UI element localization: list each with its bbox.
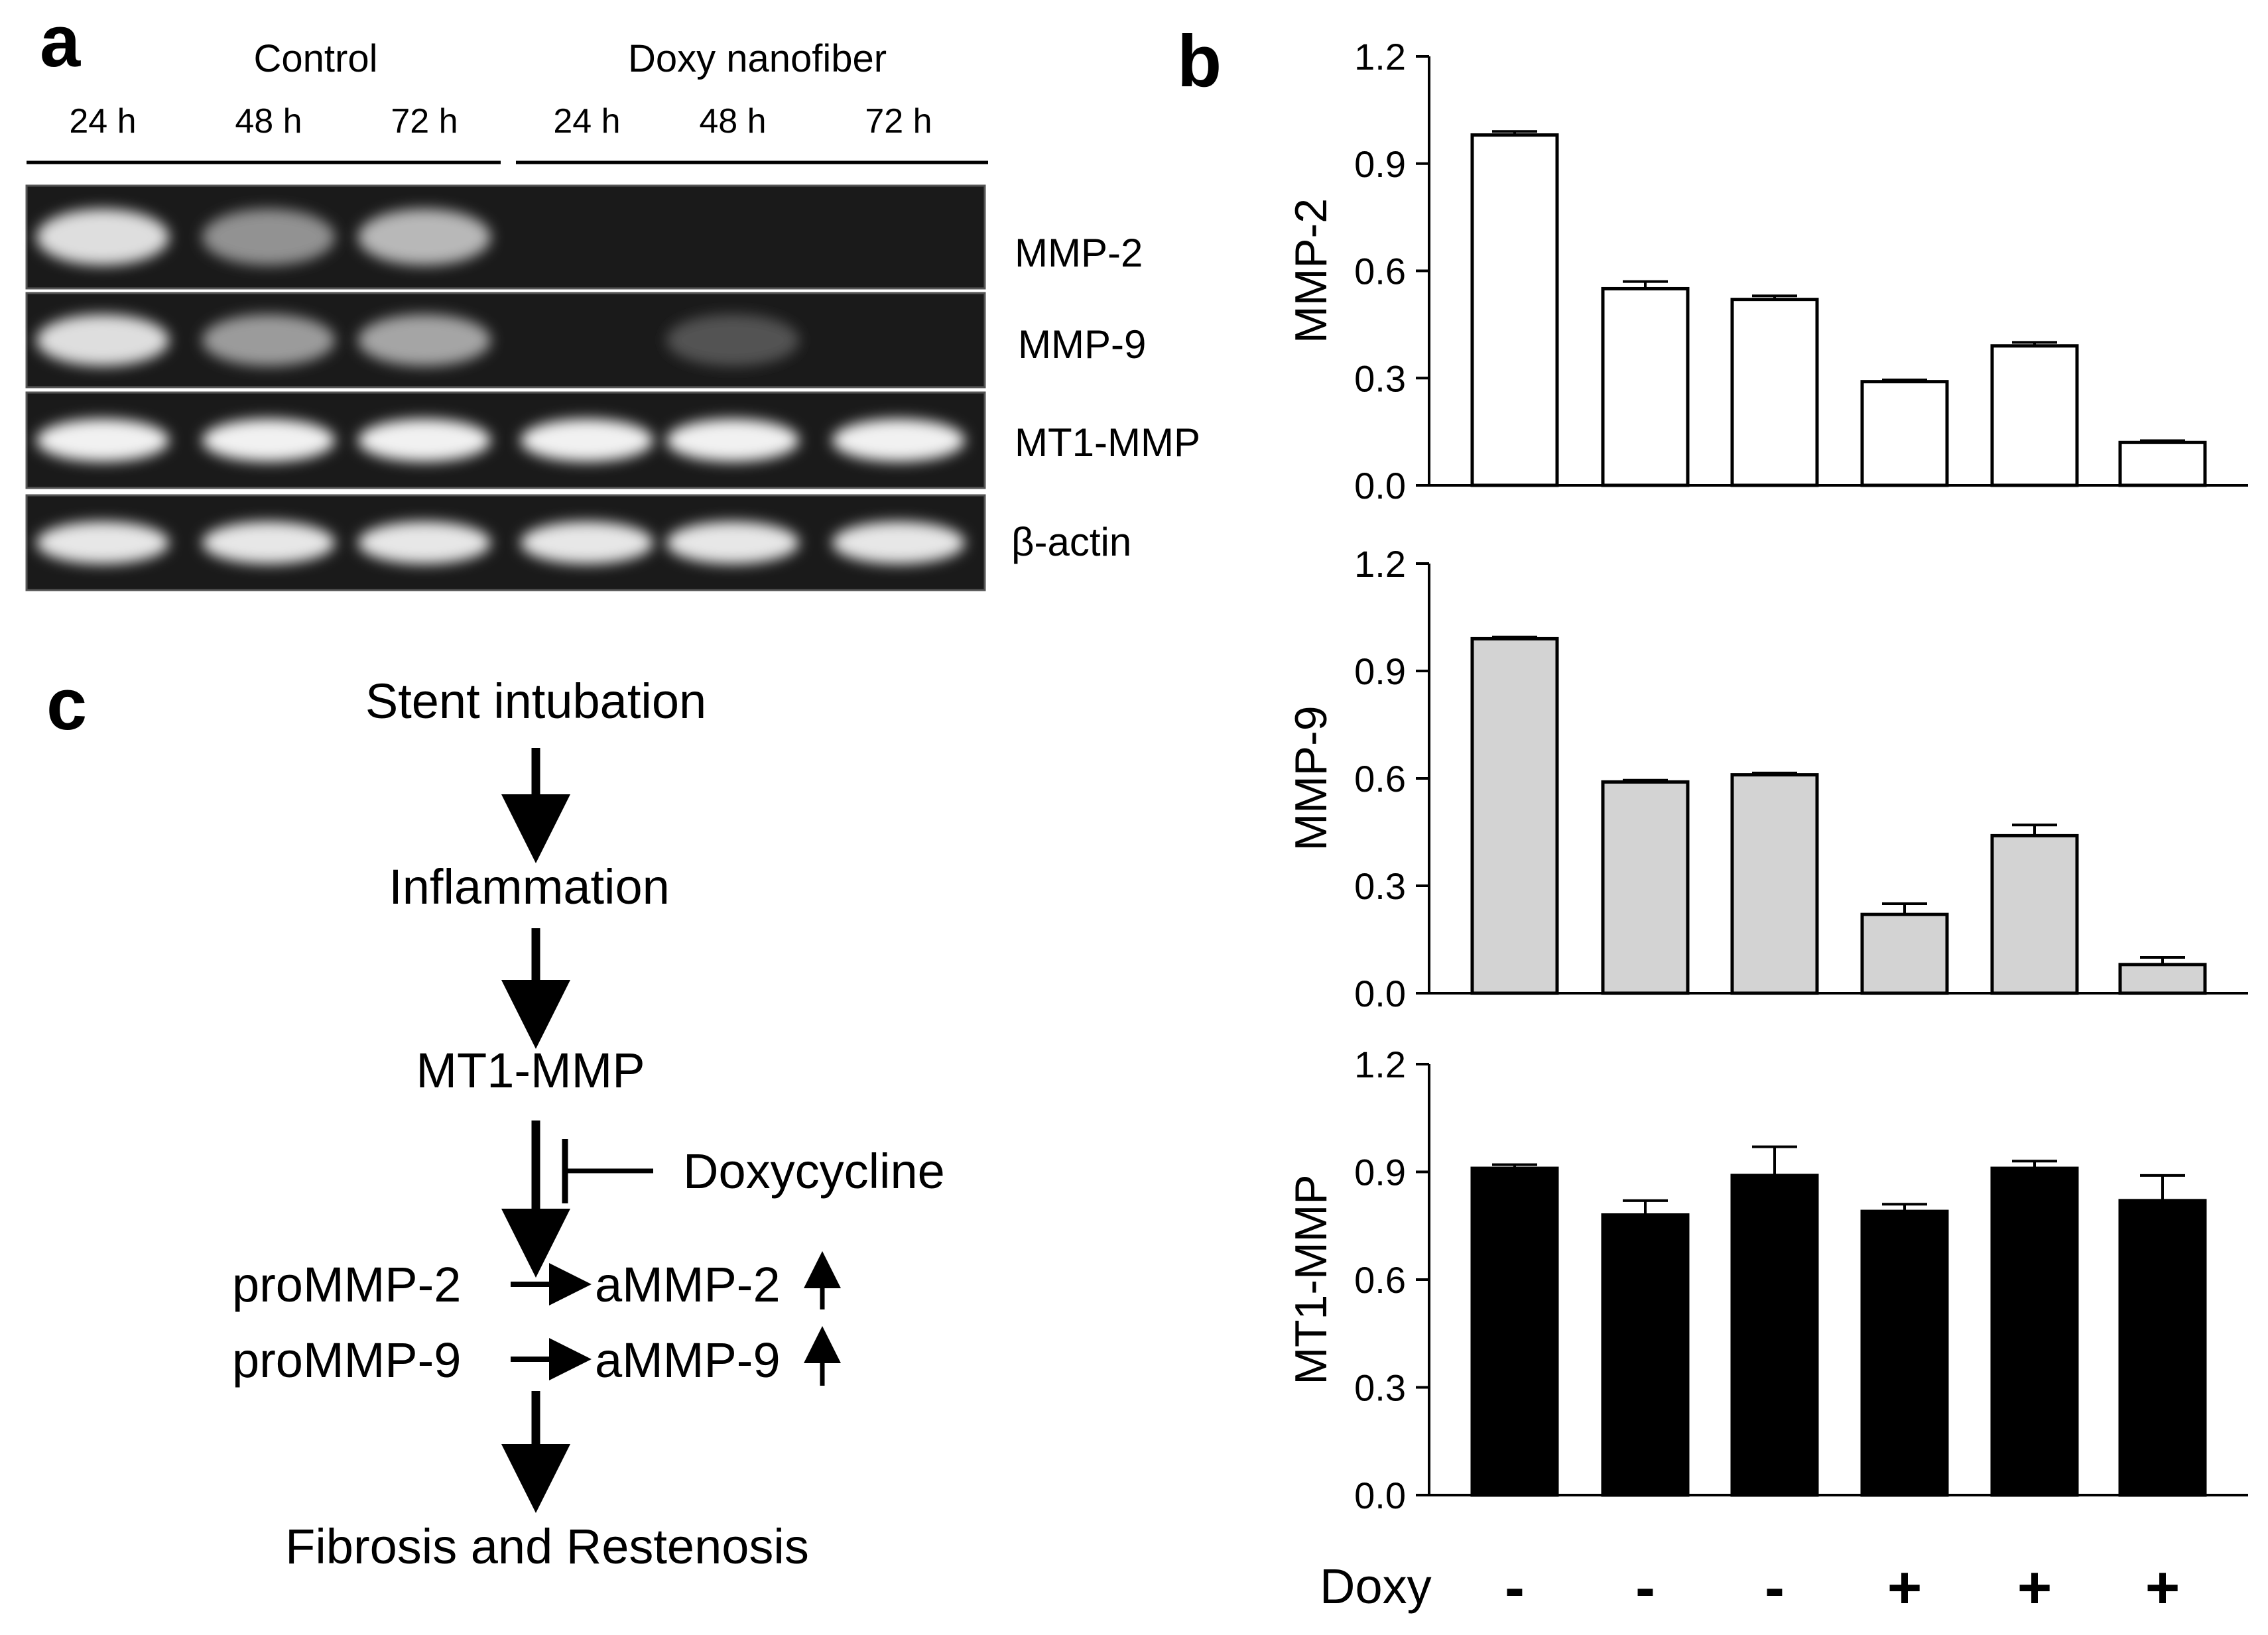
gel-band [202, 208, 335, 266]
gel-image [25, 184, 986, 591]
bar [2118, 440, 2207, 487]
bar [1470, 1166, 1559, 1497]
y-tick-label: 1.2 [1354, 543, 1406, 585]
x-category-label: - [1635, 1555, 1655, 1621]
y-tick-label: 0.3 [1354, 865, 1406, 907]
y-tick-label: 0.9 [1354, 143, 1406, 185]
bar [1730, 773, 1819, 995]
bar [1601, 1213, 1690, 1497]
gel-band [521, 521, 653, 564]
bar [1860, 1209, 1949, 1497]
panel-b-label: b [1177, 21, 1222, 102]
gel-row [25, 391, 986, 489]
y-tick-label: 1.2 [1354, 36, 1406, 78]
y-tick-label: 0.0 [1354, 1475, 1406, 1516]
gel-band [666, 521, 799, 564]
bar [2118, 1199, 2207, 1497]
flow-step: MT1-MMP [416, 1043, 645, 1098]
bar-chart: 0.0 0.3 0.6 0.9 1.2 MMP-9 [1286, 543, 2248, 1014]
gel-band [358, 521, 491, 564]
gel-row [25, 292, 986, 389]
lane-label: MMP-9 [1018, 322, 1146, 367]
flow-step: Stent intubation [365, 674, 706, 729]
bar [1860, 912, 1949, 995]
x-category-label: + [1887, 1555, 1922, 1621]
y-tick-label: 0.6 [1354, 758, 1406, 800]
bar [1601, 286, 1690, 487]
gel-row [25, 494, 986, 591]
flow-step: Inflammation [389, 859, 670, 914]
time-label: 72 h [865, 102, 932, 141]
active-enzyme: aMMP-9 [595, 1333, 781, 1388]
time-label: 72 h [391, 102, 458, 141]
y-axis-label: MMP-9 [1286, 705, 1336, 851]
y-tick-label: 0.3 [1354, 357, 1406, 399]
bar [1470, 133, 1559, 487]
bar-charts: 0.0 0.3 0.6 0.9 1.2 MMP-2 0.0 0.3 0.6 0.9 1.2 MMP-9… [1286, 36, 2248, 1621]
pro-enzyme: proMMP-2 [232, 1257, 461, 1312]
y-tick-label: 0.9 [1354, 1152, 1406, 1193]
group-label-control: Control [254, 37, 378, 80]
bar [1730, 298, 1819, 487]
y-tick-label: 0.0 [1354, 465, 1406, 507]
panel-b: b 0.0 0.3 0.6 0.9 1.2 MMP-2 0.0 0.3 0.6 0.9 1.2 MMP… [1177, 21, 2248, 1621]
flow-outcome: Fibrosis and Restenosis [285, 1519, 809, 1574]
gel-band [202, 521, 335, 564]
inhibitor-label: Doxycycline [683, 1144, 945, 1199]
gel-band [202, 314, 335, 367]
gel-band [832, 418, 965, 462]
gel-row [25, 184, 986, 290]
x-category-label: - [1765, 1555, 1785, 1621]
panel-c: c Stent intubation Inflammation MT1-MMP … [46, 664, 945, 1574]
y-tick-label: 0.9 [1354, 650, 1406, 692]
gel-band [666, 314, 799, 367]
y-axis-label: MT1-MMP [1286, 1174, 1336, 1384]
bar [1990, 344, 2079, 487]
lane-label: MMP-2 [1015, 231, 1143, 275]
y-tick-label: 0.3 [1354, 1367, 1406, 1409]
time-label: 48 h [235, 102, 302, 141]
bar [1470, 636, 1559, 995]
gel-band [36, 521, 169, 564]
x-category-label: - [1505, 1555, 1525, 1621]
gel-band [358, 418, 491, 462]
bar [1990, 1166, 2079, 1497]
lane-label: MT1-MMP [1015, 420, 1200, 465]
pro-enzyme: proMMP-9 [232, 1333, 461, 1388]
bar-chart: 0.0 0.3 0.6 0.9 1.2 MT1-MMP [1286, 1044, 2248, 1516]
gel-band [36, 418, 169, 462]
bar [1601, 780, 1690, 995]
time-label: 24 h [553, 102, 620, 141]
panel-a: a Control Doxy nanofiber 24 h 48 h 72 h … [25, 1, 1200, 591]
gel-band [521, 418, 653, 462]
lane-label: β-actin [1011, 520, 1131, 564]
gel-band [36, 208, 169, 266]
bar [1860, 380, 1949, 487]
y-tick-label: 0.6 [1354, 1259, 1406, 1301]
gel-band [36, 314, 169, 367]
gel-band [358, 208, 491, 266]
bar [2118, 963, 2207, 995]
gel-band [202, 418, 335, 462]
gel-band [832, 521, 965, 564]
x-category-label: + [2145, 1555, 2180, 1621]
gel-band [358, 314, 491, 367]
x-axis-label: Doxy [1320, 1559, 1432, 1614]
time-label: 48 h [699, 102, 766, 141]
panel-a-label: a [40, 1, 81, 82]
active-enzyme: aMMP-2 [595, 1257, 781, 1312]
group-label-doxy: Doxy nanofiber [628, 37, 887, 80]
time-label: 24 h [69, 102, 136, 141]
y-tick-label: 1.2 [1354, 1044, 1406, 1085]
bar-chart: 0.0 0.3 0.6 0.9 1.2 MMP-2 [1286, 36, 2248, 507]
bar [1730, 1174, 1819, 1497]
x-category-label: + [2017, 1555, 2052, 1621]
y-tick-label: 0.0 [1354, 973, 1406, 1014]
panel-c-label: c [46, 664, 87, 745]
bar [1990, 833, 2079, 995]
y-axis-label: MMP-2 [1286, 198, 1336, 343]
gel-band [666, 418, 799, 462]
y-tick-label: 0.6 [1354, 251, 1406, 292]
